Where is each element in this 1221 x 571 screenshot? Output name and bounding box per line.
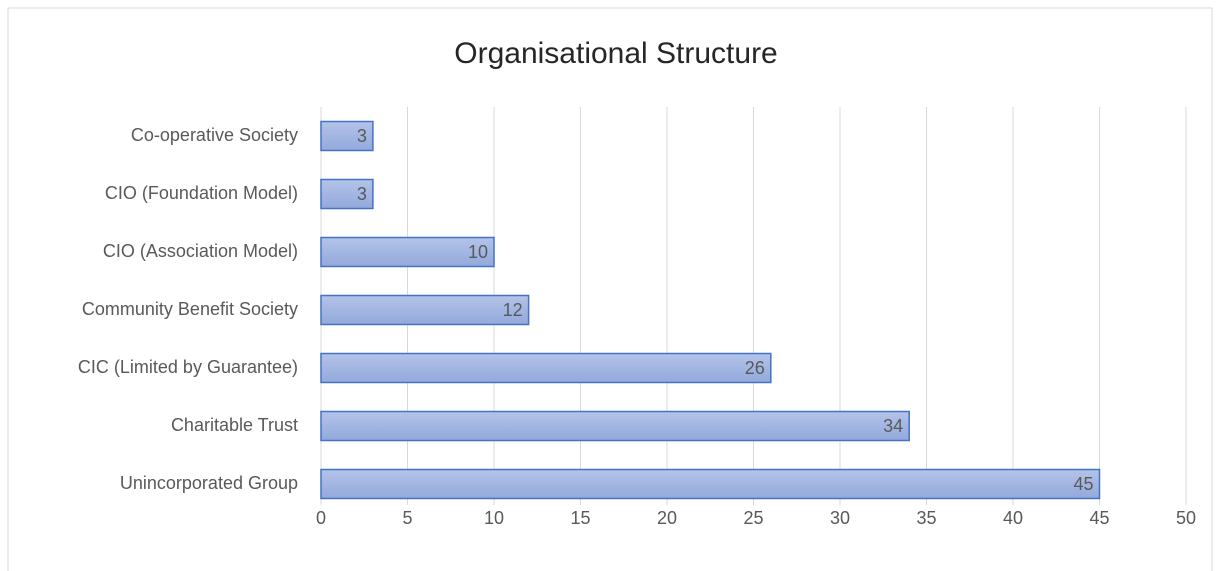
data-label: 34: [883, 416, 903, 436]
bar: [320, 120, 374, 152]
bar: [320, 178, 374, 210]
data-label: 12: [503, 300, 523, 320]
x-tick-label: 5: [402, 508, 412, 528]
bar: [320, 468, 1101, 500]
y-tick-label: Community Benefit Society: [82, 299, 298, 319]
y-tick-label: Unincorporated Group: [120, 473, 298, 493]
data-label: 45: [1073, 474, 1093, 494]
y-tick-label: Co-operative Society: [131, 125, 298, 145]
chart-title: Organisational Structure: [454, 37, 778, 70]
data-label: 3: [357, 184, 367, 204]
y-tick-label: CIO (Association Model): [103, 241, 298, 261]
x-tick-label: 45: [1089, 508, 1109, 528]
x-tick-label: 30: [830, 508, 850, 528]
x-tick-label: 35: [916, 508, 936, 528]
bar: [320, 236, 495, 268]
y-tick-label: CIC (Limited by Guarantee): [78, 357, 298, 377]
bar: [320, 294, 530, 326]
bar: [320, 352, 772, 384]
x-tick-label: 25: [743, 508, 763, 528]
x-tick-label: 15: [570, 508, 590, 528]
x-tick-label: 20: [657, 508, 677, 528]
x-tick-label: 40: [1003, 508, 1023, 528]
y-tick-label: Charitable Trust: [171, 415, 298, 435]
data-label: 26: [745, 358, 765, 378]
x-tick-label: 10: [484, 508, 504, 528]
x-tick-label: 0: [316, 508, 326, 528]
data-label: 10: [468, 242, 488, 262]
data-label: 3: [357, 126, 367, 146]
bar: [320, 410, 910, 442]
x-tick-label: 50: [1176, 508, 1196, 528]
y-tick-label: CIO (Foundation Model): [105, 183, 298, 203]
